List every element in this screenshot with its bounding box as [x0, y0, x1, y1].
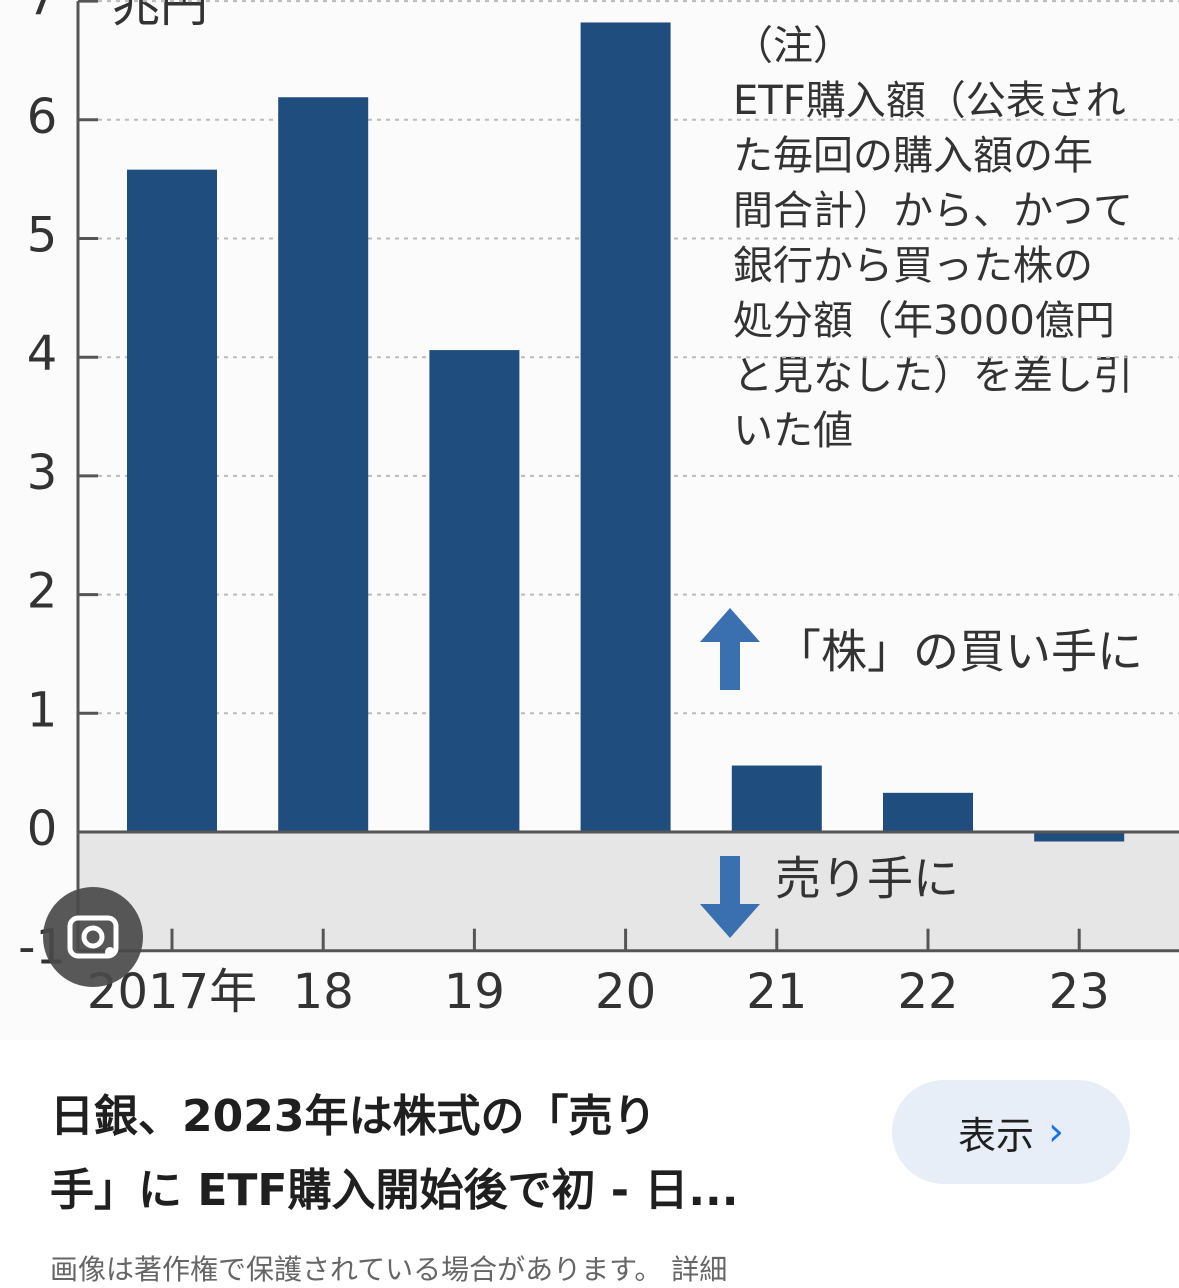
y-tick-label: 7 — [27, 0, 58, 26]
note-line: ETF購入額（公表され — [733, 78, 1126, 124]
y-tick-label: 0 — [27, 801, 58, 857]
negative-zone — [78, 832, 1179, 951]
chevron: › — [1048, 1109, 1064, 1155]
bar — [883, 792, 973, 832]
lens-icon — [67, 915, 119, 959]
y-tick-label: 3 — [27, 445, 58, 501]
y-tick-label: 1 — [27, 682, 58, 738]
x-tick-label: 22 — [897, 964, 958, 1020]
x-tick-label: 21 — [746, 964, 807, 1020]
note: （注） ETF購入額（公表された毎回の購入額の年間合計）から、かつて銀行から買った… — [733, 23, 1133, 454]
y-tick-label: 5 — [27, 208, 58, 264]
copyright-note: 画像は著作権で保護されている場合があります。 詳細 — [50, 1253, 728, 1286]
title-line: 日銀、2023年は株式の「売り — [50, 1091, 657, 1142]
note-line: いた値 — [733, 408, 853, 454]
lens-bg — [43, 887, 143, 987]
bar — [127, 169, 217, 833]
down-arrow — [700, 856, 760, 938]
result-title[interactable]: 日銀、2023年は株式の「売り 手」に ETF購入開始後で初 - 日... — [50, 1080, 870, 1228]
note-line: （注） — [733, 23, 853, 69]
note-line: 処分額（年3000億円 — [733, 298, 1115, 344]
note-line: 銀行から買った株の — [733, 243, 1093, 289]
bar — [278, 97, 369, 832]
x-tick-label: 19 — [444, 964, 505, 1020]
unit-label: 兆円 — [112, 0, 208, 33]
y-tick-label: 6 — [27, 89, 58, 145]
view-button[interactable]: 表示 › — [892, 1080, 1130, 1184]
title-line: 手」に ETF購入開始後で初 - 日... — [50, 1165, 739, 1216]
note-line: 間合計）から、かつて — [733, 188, 1133, 234]
lens-button[interactable] — [43, 887, 143, 987]
up-arrow — [700, 608, 760, 690]
seller-label: 売り手に — [775, 852, 959, 906]
x-tick-label: 23 — [1049, 964, 1110, 1020]
y-tick-label: 4 — [27, 326, 58, 382]
note-line: と見なした）を差し引 — [733, 353, 1133, 399]
lens-icon — [81, 925, 105, 949]
lens-icon — [105, 947, 115, 957]
note-line: た毎回の購入額の年 — [733, 133, 1093, 179]
bar — [580, 22, 671, 832]
y-tick-label: 2 — [27, 564, 58, 620]
bar — [731, 765, 822, 832]
bar — [429, 350, 520, 832]
x-tick-label: 18 — [293, 964, 354, 1020]
button-label: 表示 — [957, 1113, 1034, 1158]
bar — [1034, 832, 1125, 842]
x-tick-label: 20 — [595, 964, 656, 1020]
buyer-label: 「株」の買い手に — [775, 625, 1143, 679]
chart: 兆円 （注） ETF購入額（公表された毎回の購入額の年間合計）から、かつて銀行から… — [18, 0, 1179, 1020]
